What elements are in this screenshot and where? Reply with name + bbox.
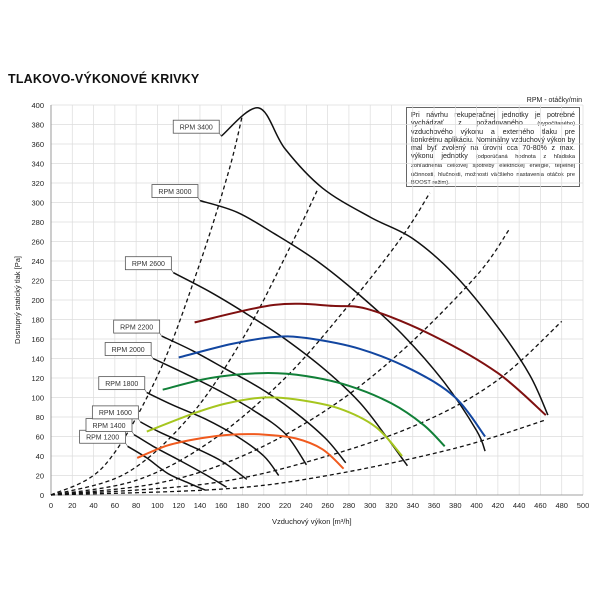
x-tick-label: 60 <box>111 501 119 510</box>
rpm-label-leader <box>218 133 222 137</box>
rpm-label-box <box>104 342 152 356</box>
rpm-label-leader <box>138 418 141 423</box>
x-axis-label: Vzduchový výkon [m³/h] <box>272 517 352 526</box>
x-tick-label: 40 <box>89 501 97 510</box>
y-tick-label: 180 <box>31 316 44 325</box>
x-tick-label: 320 <box>385 501 398 510</box>
x-tick-label: 440 <box>513 501 526 510</box>
info-text-2: vzduchového výkonu a externého tlaku pre… <box>411 127 575 161</box>
rpm-label: RPM 3000 <box>158 189 191 196</box>
x-tick-label: 220 <box>279 501 292 510</box>
rpm-curve <box>133 433 227 488</box>
x-tick-label: 200 <box>258 501 271 510</box>
rpm-note: RPM - otáčky/min <box>526 97 582 104</box>
rpm-label-leader <box>150 355 154 359</box>
y-tick-label: 320 <box>31 179 44 188</box>
y-tick-label: 20 <box>36 472 44 481</box>
x-tick-label: 380 <box>449 501 462 510</box>
y-tick-label: 160 <box>31 335 44 344</box>
rpm-label: RPM 1200 <box>86 435 119 442</box>
x-tick-label: 80 <box>132 501 140 510</box>
rpm-curve <box>199 199 486 452</box>
x-tick-label: 180 <box>236 501 249 510</box>
rpm-label-box <box>151 184 199 198</box>
rpm-label: RPM 1600 <box>99 410 132 417</box>
working-range-curve <box>162 372 446 448</box>
rpm-curve <box>127 445 206 491</box>
x-tick-label: 120 <box>172 501 185 510</box>
x-tick-label: 300 <box>364 501 377 510</box>
rpm-curve <box>146 391 280 476</box>
y-tick-label: 360 <box>31 140 44 149</box>
working-range-curve <box>178 335 486 438</box>
rpm-label-leader <box>125 443 128 447</box>
rpm-label-leader <box>159 332 162 337</box>
working-range-curve <box>136 433 345 470</box>
system-curve <box>50 190 318 496</box>
rpm-label: RPM 2600 <box>132 261 165 268</box>
x-tick-label: 260 <box>321 501 334 510</box>
y-tick-label: 220 <box>31 277 44 286</box>
y-tick-label: 140 <box>31 355 44 364</box>
x-tick-label: 500 <box>577 501 590 510</box>
system-curve <box>50 192 431 496</box>
rpm-label: RPM 2200 <box>120 324 153 331</box>
y-tick-label: 380 <box>31 121 44 130</box>
rpm-label: RPM 3400 <box>180 125 213 132</box>
rpm-label-box <box>98 376 146 391</box>
y-tick-label: 240 <box>31 257 44 266</box>
y-tick-label: 80 <box>36 413 44 422</box>
rpm-label: RPM 1400 <box>92 423 125 430</box>
y-tick-label: 280 <box>31 218 44 227</box>
rpm-label: RPM 1800 <box>105 381 138 388</box>
rpm-label: RPM 2000 <box>112 347 145 354</box>
rpm-label-box <box>172 119 220 134</box>
x-tick-label: 140 <box>194 501 207 510</box>
y-tick-label: 100 <box>31 394 44 403</box>
chart-title: TLAKOVO-VÝKONOVÉ KRIVKY <box>8 72 200 86</box>
system-curve <box>50 320 563 496</box>
x-tick-label: 420 <box>492 501 505 510</box>
x-tick-label: 160 <box>215 501 228 510</box>
info-box: Pri návrhu rekuperačnej jednotky je potr… <box>406 107 580 187</box>
rpm-label-leader <box>197 197 201 201</box>
x-tick-label: 400 <box>470 501 483 510</box>
rpm-label-box <box>113 319 161 334</box>
rpm-label-leader <box>144 389 148 393</box>
rpm-label-leader <box>131 431 135 435</box>
x-tick-label: 460 <box>534 501 547 510</box>
y-tick-label: 60 <box>36 433 44 442</box>
y-tick-label: 0 <box>40 491 44 500</box>
working-range-curve <box>146 396 403 457</box>
y-tick-label: 120 <box>31 374 44 383</box>
x-tick-label: 340 <box>407 501 420 510</box>
working-range-curve <box>194 302 547 416</box>
system-curve <box>50 228 511 496</box>
y-tick-label: 400 <box>31 101 44 110</box>
x-tick-label: 0 <box>49 501 53 510</box>
rpm-label-box <box>124 256 172 271</box>
y-tick-label: 340 <box>31 160 44 169</box>
x-tick-label: 20 <box>68 501 76 510</box>
rpm-label-leader <box>171 269 174 273</box>
x-tick-label: 360 <box>428 501 441 510</box>
x-tick-label: 280 <box>343 501 356 510</box>
rpm-curve <box>161 335 347 464</box>
y-axis-label: Dostupný statický tlak [Pa] <box>13 256 22 344</box>
x-tick-label: 100 <box>151 501 164 510</box>
y-tick-label: 200 <box>31 296 44 305</box>
y-tick-label: 300 <box>31 199 44 208</box>
rpm-curve <box>220 107 549 416</box>
info-text-1: Pri návrhu rekuperačnej jednotky je potr… <box>411 111 575 128</box>
y-tick-label: 260 <box>31 238 44 247</box>
x-tick-label: 240 <box>300 501 313 510</box>
y-tick-label: 40 <box>36 452 44 461</box>
system-curve <box>50 419 546 496</box>
x-tick-label: 480 <box>555 501 568 510</box>
rpm-label-box <box>91 405 139 420</box>
